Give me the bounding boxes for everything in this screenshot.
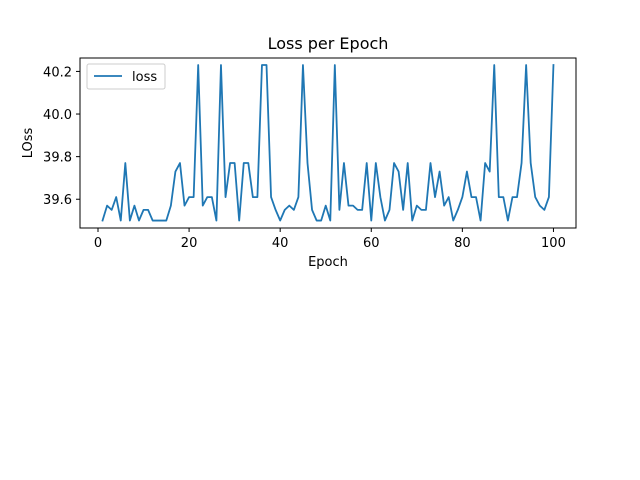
y-tick-label: 39.8 — [43, 151, 72, 166]
chart-title: Loss per Epoch — [268, 34, 389, 53]
x-axis-label: Epoch — [308, 255, 348, 270]
legend: loss — [86, 63, 166, 90]
x-tick-label: 80 — [454, 236, 471, 251]
axis-ticks: 0 20 40 60 80 100 39.6 39.8 40.0 40.2 — [43, 65, 566, 251]
legend-box — [86, 63, 166, 90]
series-line-loss — [101, 64, 555, 222]
x-tick-label: 100 — [541, 236, 566, 251]
y-axis-label: LOss — [21, 127, 36, 158]
x-tick-label: 0 — [94, 236, 102, 251]
legend-label-loss: loss — [132, 70, 157, 85]
x-tick-label: 20 — [181, 236, 198, 251]
axes-frame — [79, 57, 577, 229]
x-tick-label: 60 — [363, 236, 380, 251]
y-tick-label: 40.2 — [43, 65, 72, 80]
y-tick-label: 40.0 — [43, 108, 72, 123]
plot-area — [101, 64, 555, 222]
x-tick-label: 40 — [272, 236, 289, 251]
y-tick-label: 39.6 — [43, 193, 72, 208]
